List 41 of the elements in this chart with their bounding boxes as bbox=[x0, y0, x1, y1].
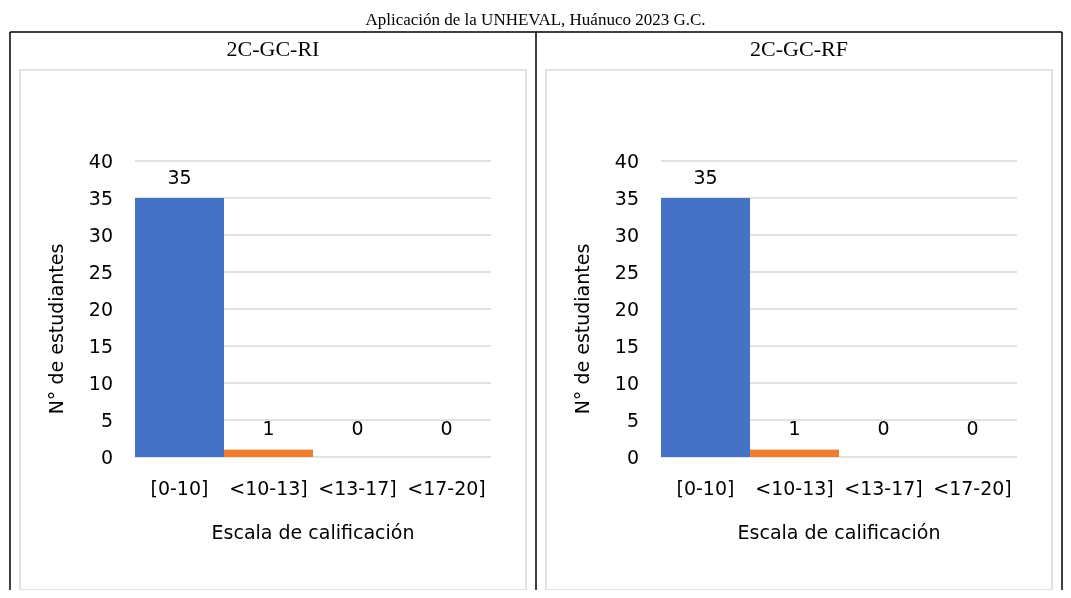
data-label: 1 bbox=[262, 417, 275, 439]
y-tick-label: 40 bbox=[88, 149, 113, 172]
x-axis-title: Escala de calificación bbox=[737, 521, 941, 543]
y-tick-label: 10 bbox=[88, 371, 113, 394]
chart-title: 2C-GC-RF bbox=[750, 36, 848, 61]
y-tick-label: 35 bbox=[88, 186, 113, 209]
y-axis-title: N° de estudiantes bbox=[571, 243, 593, 415]
data-label: 1 bbox=[788, 417, 801, 439]
x-tick-label: <17-20] bbox=[407, 477, 486, 499]
x-tick-label: <17-20] bbox=[933, 477, 1012, 499]
y-tick-label: 10 bbox=[614, 371, 639, 394]
y-tick-label: 15 bbox=[88, 334, 113, 357]
y-tick-label: 25 bbox=[614, 260, 639, 283]
y-tick-label: 15 bbox=[614, 334, 639, 357]
data-label: 35 bbox=[167, 166, 192, 188]
data-label: 0 bbox=[440, 417, 453, 439]
y-tick-label: 25 bbox=[88, 260, 113, 283]
y-tick-label: 0 bbox=[626, 445, 639, 468]
text: Aplicación de la UNHEVAL, Huánuco 2023 G.C. bbox=[365, 10, 706, 29]
data-label: 0 bbox=[351, 417, 364, 439]
y-tick-label: 20 bbox=[88, 297, 113, 320]
x-tick-label: <13-17] bbox=[844, 477, 923, 499]
y-tick-label: 0 bbox=[100, 445, 113, 468]
y-tick-label: 5 bbox=[626, 408, 639, 431]
y-tick-label: 30 bbox=[614, 223, 639, 246]
chart-title: 2C-GC-RI bbox=[226, 36, 320, 61]
y-tick-label: 40 bbox=[614, 149, 639, 172]
x-tick-label: [0-10] bbox=[676, 477, 735, 499]
x-tick-label: <10-13] bbox=[755, 477, 834, 499]
x-tick-label: <13-17] bbox=[318, 477, 397, 499]
x-tick-label: <10-13] bbox=[229, 477, 308, 499]
x-axis-title: Escala de calificación bbox=[211, 521, 415, 543]
y-tick-label: 20 bbox=[614, 297, 639, 320]
y-axis-title: N° de estudiantes bbox=[45, 243, 67, 415]
y-tick-label: 30 bbox=[88, 223, 113, 246]
data-label: 35 bbox=[693, 166, 718, 188]
y-tick-label: 5 bbox=[100, 408, 113, 431]
data-label: 0 bbox=[877, 417, 890, 439]
x-tick-label: [0-10] bbox=[150, 477, 209, 499]
y-tick-label: 35 bbox=[614, 186, 639, 209]
data-label: 0 bbox=[966, 417, 979, 439]
